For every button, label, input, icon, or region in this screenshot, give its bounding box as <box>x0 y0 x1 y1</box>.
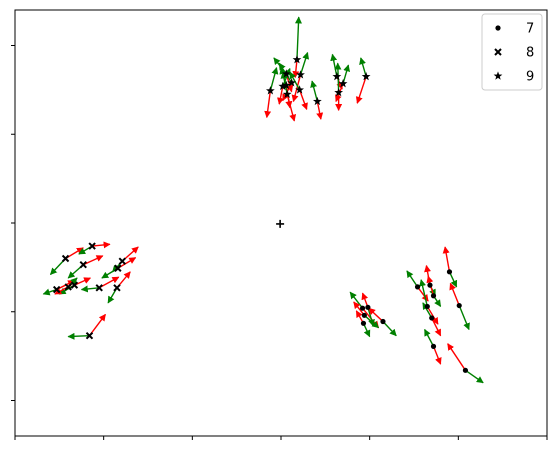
red-arrow <box>432 346 442 365</box>
data-point <box>113 284 121 292</box>
green-arrow <box>349 291 364 309</box>
red-arrow <box>368 307 384 323</box>
red-arrow <box>298 89 308 111</box>
data-point <box>430 343 437 349</box>
green-arrow <box>465 369 484 384</box>
red-arrow <box>431 317 442 337</box>
data-point <box>312 96 322 106</box>
green-arrow <box>382 321 397 337</box>
red-arrow <box>447 343 467 371</box>
data-point <box>85 332 94 340</box>
data-point <box>361 312 367 318</box>
green-arrow <box>67 332 90 340</box>
green-arrow <box>458 305 470 331</box>
axes <box>11 9 548 440</box>
data-point <box>365 304 371 310</box>
data-point <box>462 367 469 373</box>
data-point <box>338 79 348 88</box>
data-point <box>456 302 462 309</box>
red-arrow <box>264 90 272 119</box>
legend-label: 8 <box>526 46 534 61</box>
green-arrow <box>289 71 301 91</box>
green-arrow <box>363 314 380 329</box>
green-arrow <box>419 279 428 307</box>
green-arrow <box>280 71 288 95</box>
data-point <box>332 71 342 81</box>
red-arrow <box>353 301 365 316</box>
red-arrow <box>355 76 367 104</box>
green-arrow <box>80 285 100 293</box>
red-arrow <box>416 286 429 302</box>
green-arrow <box>424 328 435 347</box>
legend-marker <box>494 48 502 56</box>
data-point <box>360 320 367 326</box>
green-arrow <box>269 67 279 91</box>
data-point <box>287 78 297 87</box>
red-arrow <box>286 94 297 122</box>
red-arrow <box>442 246 451 272</box>
data-point <box>292 55 302 64</box>
data-point <box>95 284 103 292</box>
data-point <box>380 318 386 325</box>
red-arrow <box>98 276 120 289</box>
data-point <box>359 305 366 311</box>
data-point <box>282 89 292 99</box>
legend-marker <box>495 25 501 31</box>
data-point <box>296 70 305 79</box>
data-point <box>88 242 96 250</box>
red-arrow <box>426 306 439 325</box>
data-point <box>424 303 430 310</box>
green-arrow <box>406 270 419 288</box>
center-marker <box>276 219 285 228</box>
data-point <box>281 69 291 78</box>
data-point <box>361 71 371 81</box>
data-point <box>61 254 70 263</box>
data-point <box>79 261 87 269</box>
data-point <box>430 293 437 299</box>
green-arrow <box>359 57 367 77</box>
data-point <box>114 264 122 272</box>
data-point <box>278 81 288 91</box>
data-point <box>52 285 61 294</box>
data-point <box>427 282 433 288</box>
red-arrow <box>92 241 111 249</box>
legend-marker <box>493 71 503 80</box>
legend-label: 7 <box>526 22 534 37</box>
green-arrow <box>330 53 338 77</box>
red-arrow <box>316 101 324 120</box>
arrow-layer <box>42 16 484 384</box>
data-point <box>265 86 275 95</box>
green-arrow <box>422 302 433 319</box>
green-arrow <box>299 51 310 76</box>
legend-box <box>481 13 543 91</box>
data-point <box>64 283 72 291</box>
data-point <box>414 284 421 290</box>
red-arrow <box>449 282 460 306</box>
red-arrow <box>88 313 107 337</box>
red-arrow <box>82 255 104 266</box>
data-point <box>70 281 79 289</box>
legend-label: 9 <box>526 70 534 85</box>
data-point <box>446 269 453 275</box>
data-point <box>118 257 126 265</box>
red-arrow <box>291 74 302 103</box>
data-point <box>295 85 304 94</box>
marker-layer <box>52 55 469 373</box>
green-arrow <box>294 16 302 60</box>
green-arrow <box>310 80 319 102</box>
legend: 7 8 9 <box>481 13 543 91</box>
red-arrow <box>277 86 284 105</box>
data-point <box>334 87 344 97</box>
green-arrow <box>342 64 351 84</box>
data-point <box>429 315 435 321</box>
